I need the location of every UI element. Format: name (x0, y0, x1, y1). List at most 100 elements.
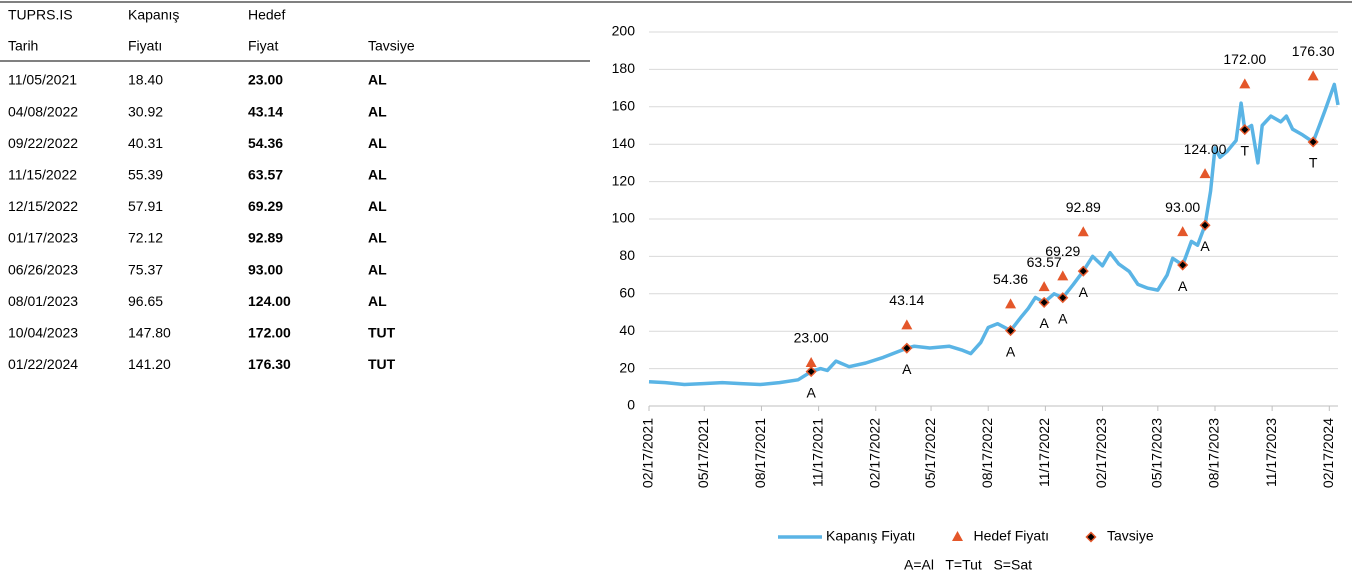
x-tick-label: 11/17/2022 (1036, 418, 1052, 487)
table-header-cell: Tarih (8, 38, 38, 54)
table-cell: 96.65 (128, 293, 163, 309)
y-tick-label: 0 (627, 397, 635, 413)
table-cell: 40.31 (128, 135, 163, 151)
x-tick-label: 02/17/2023 (1093, 418, 1109, 488)
table-header-cell: Fiyatı (128, 38, 162, 54)
target-label: 69.29 (1045, 243, 1080, 259)
target-marker (1005, 298, 1017, 309)
table-cell: 04/08/2022 (8, 103, 78, 119)
target-marker (1307, 70, 1319, 81)
table-cell: AL (368, 72, 387, 88)
table: TUPRS.IS Kapanış Hedef Tarih Fiyatı Fiyat Tavs… (8, 7, 415, 372)
x-tick-label: 11/17/2023 (1263, 418, 1279, 487)
target-label: 92.89 (1066, 199, 1101, 215)
recommendation-marker (1199, 219, 1211, 231)
table-cell: AL (368, 135, 387, 151)
recommendation-marker (1177, 259, 1189, 271)
table-cell: 69.29 (248, 198, 283, 214)
recommendation-label: A (1178, 278, 1188, 294)
recommendation-label: A (1039, 315, 1049, 331)
price-line (648, 82, 1340, 387)
chart: 0 20 40 60 80 100 120 140 160 180 200 02/17/2021 05/… (612, 23, 1340, 573)
x-tick-label: 08/17/2023 (1206, 418, 1222, 488)
legend-label: Hedef Fiyatı (974, 528, 1049, 544)
target-marker (1038, 281, 1050, 292)
recommendation-label: A (1006, 343, 1016, 359)
x-tick-label: 11/17/2021 (809, 418, 825, 487)
table-cell: 55.39 (128, 167, 163, 183)
table-cell: 141.20 (128, 356, 171, 372)
table-cell: 176.30 (248, 356, 291, 372)
y-tick-label: 40 (619, 322, 635, 338)
table-cell: 06/26/2023 (8, 261, 78, 277)
table-cell: 18.40 (128, 72, 163, 88)
table-cell: 01/22/2024 (8, 356, 78, 372)
recommendation-marker (805, 366, 817, 378)
table-cell: 23.00 (248, 72, 283, 88)
y-tick-label: 20 (619, 359, 635, 375)
y-tick-label: 120 (612, 172, 636, 188)
x-tick-label: 02/17/2024 (1320, 418, 1336, 488)
chart-annotation: A=Al T=Tut S=Sat (904, 557, 1032, 573)
table-cell: 08/01/2023 (8, 293, 78, 309)
x-tick-label: 08/17/2021 (752, 418, 768, 488)
target-label: 63.57 (1027, 254, 1062, 270)
table-header-cell: Fiyat (248, 38, 278, 54)
table-cell: AL (368, 103, 387, 119)
table-cell: 12/15/2022 (8, 198, 78, 214)
table-cell: 57.91 (128, 198, 163, 214)
table-cell: AL (368, 167, 387, 183)
target-marker (1177, 226, 1189, 237)
table-cell: 75.37 (128, 261, 163, 277)
table-cell: 11/05/2021 (8, 72, 77, 88)
recommendation-label: A (1079, 284, 1089, 300)
target-label: 124.00 (1184, 141, 1227, 157)
table-cell: 92.89 (248, 230, 283, 246)
table-cell: 43.14 (248, 103, 283, 119)
table-cell: 30.92 (128, 103, 163, 119)
recommendation-label: A (806, 384, 816, 400)
x-tick-label: 02/17/2022 (866, 418, 882, 488)
target-marker (805, 356, 817, 367)
target-label: 176.30 (1292, 43, 1335, 59)
table-cell: 93.00 (248, 261, 283, 277)
table-cell: 11/15/2022 (8, 167, 77, 183)
x-tick-label: 05/17/2023 (1149, 418, 1165, 488)
target-marker (1199, 168, 1211, 179)
target-marker (1077, 226, 1089, 237)
x-tick-label: 02/17/2021 (640, 418, 656, 488)
table-cell: 72.12 (128, 230, 163, 246)
target-label: 43.14 (889, 292, 924, 308)
x-tick-label: 08/17/2022 (979, 418, 995, 488)
recommendation-label: A (1058, 310, 1068, 326)
table-cell: AL (368, 261, 387, 277)
target-marker (901, 319, 913, 330)
x-tick-label: 05/17/2021 (695, 418, 711, 488)
table-cell: AL (368, 230, 387, 246)
y-tick-label: 140 (612, 135, 636, 151)
legend-diamond (1085, 531, 1097, 543)
target-label: 172.00 (1223, 51, 1266, 67)
y-tick-label: 160 (612, 98, 636, 114)
recommendation-marker (901, 342, 913, 354)
table-cell: TUT (368, 356, 396, 372)
table-cell: 63.57 (248, 167, 283, 183)
recommendation-marker (1005, 325, 1017, 337)
recommendation-label: A (1200, 238, 1210, 254)
table-cell: 10/04/2023 (8, 325, 78, 341)
recommendation-marker (1038, 296, 1050, 308)
recommendation-label: T (1241, 142, 1250, 158)
y-tick-label: 80 (619, 247, 635, 263)
y-tick-label: 200 (612, 23, 636, 39)
table-cell: 147.80 (128, 325, 171, 341)
table-cell: 09/22/2022 (8, 135, 78, 151)
x-tick-label: 05/17/2022 (922, 418, 938, 488)
legend-label: Tavsiye (1107, 528, 1154, 544)
target-label: 93.00 (1165, 199, 1200, 215)
table-cell: 01/17/2023 (8, 230, 78, 246)
table-cell: TUT (368, 325, 396, 341)
table-header-cell: Tavsiye (368, 38, 415, 54)
table-cell: AL (368, 293, 387, 309)
